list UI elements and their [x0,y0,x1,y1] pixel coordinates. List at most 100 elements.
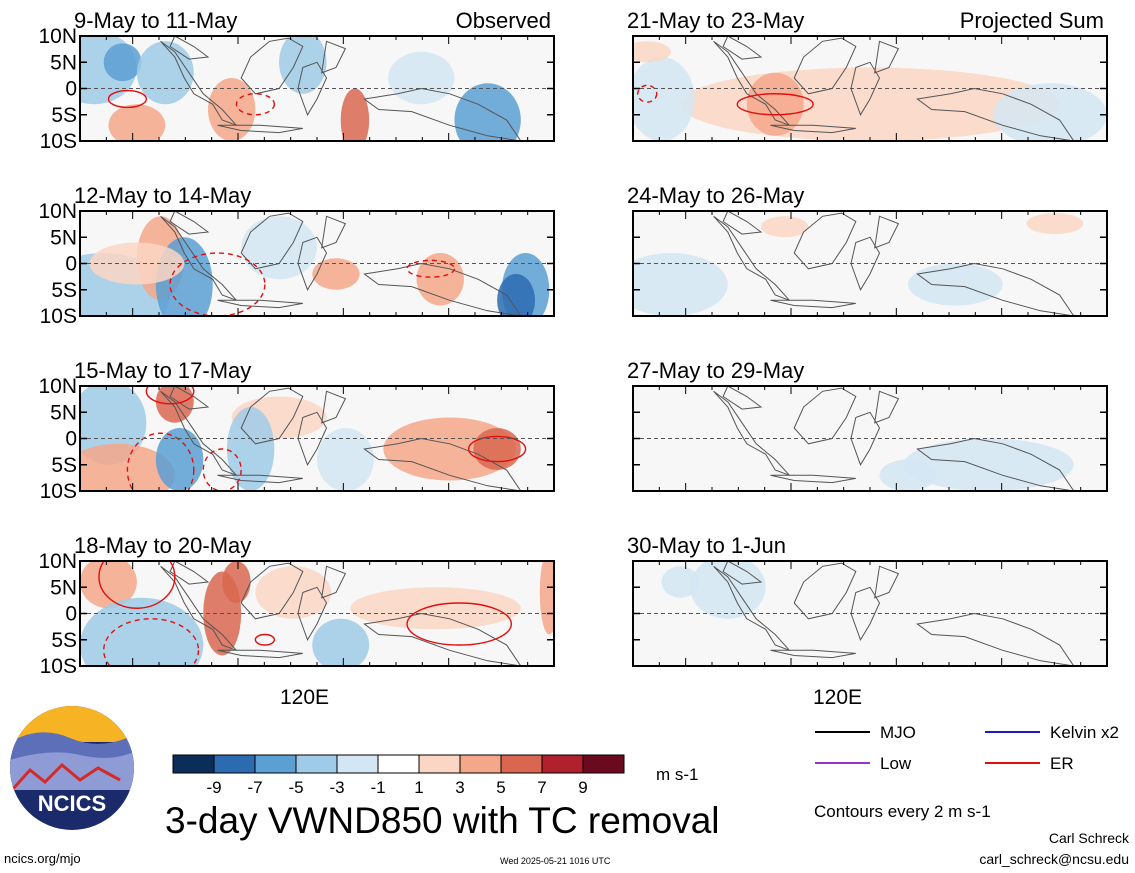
coastline [363,87,522,141]
anomaly-region [633,253,728,316]
panel-1-2: 27-May to 29-May [627,358,1108,492]
y-tick-label: 5S [51,279,77,302]
anomaly-region [155,428,204,491]
er-contour [103,618,200,666]
anomaly-region [241,216,317,280]
colorbar-swatch [172,754,215,774]
colorbar-tick-label: -3 [329,778,344,797]
contour-note: Contours every 2 m s-1 [814,802,991,821]
colorbar-tick-label: 3 [455,778,464,797]
coastline [321,215,347,249]
colorbar-swatch [418,754,461,774]
panel-field [80,36,522,141]
er-contour [107,89,148,109]
y-tick-label: 5S [51,454,77,477]
ncics-logo: NCICS [10,706,134,830]
coastline [217,124,303,134]
coastline [713,40,790,126]
column-header: Projected Sum [960,8,1104,33]
y-tick-label: 10N [38,550,77,573]
er-contour [406,259,456,278]
anomaly-region [226,407,275,491]
y-tick-label: 10S [40,480,77,503]
legend-label: ER [1050,754,1074,773]
coastline [916,262,1075,316]
coastline [217,649,303,659]
coastline [160,40,237,126]
y-tick-label: 5S [51,104,77,127]
anomaly-region [1026,213,1084,235]
coastline [722,36,763,60]
logo-text: NCICS [38,791,106,816]
coastline [874,390,900,424]
y-tick-label: 10S [40,655,77,678]
anomaly-region [222,561,251,603]
panel-field [80,386,527,491]
er-contour [637,84,658,103]
panel-1-0: 21-May to 23-May Projected Sum [627,8,1108,142]
coastline [916,437,1075,491]
coastline [770,649,856,659]
er-contour [235,93,276,116]
coastline [722,561,763,585]
y-tick-label: 5N [50,576,77,599]
y-tick-label: 0 [65,78,77,101]
coastline [874,215,900,249]
coastline [770,124,856,134]
anomaly-region [388,51,455,105]
coastline [874,40,900,74]
panel-title: 24-May to 26-May [627,183,804,208]
colorbar-swatch [500,754,543,774]
colorbar-tick-label: 1 [414,778,423,797]
colorbar-tick-label: 7 [537,778,546,797]
coastline [240,562,304,620]
footer-timestamp: Wed 2025-05-21 1016 UTC [500,856,611,866]
footer-author: Carl Schreck [1048,830,1129,846]
y-tick-label: 0 [65,253,77,276]
coastline [363,612,522,666]
anomaly-region [539,561,554,635]
coastline [793,387,857,445]
logo-line [10,762,121,792]
anomaly-region [136,41,194,105]
anomaly-region [108,104,166,141]
coastline [321,565,347,599]
coastline [770,474,856,484]
anomaly-region [760,216,809,238]
panel-1-3: 30-May to 1-Jun [627,533,1108,667]
anomaly-region [879,459,937,491]
x-axis-label: 120E [813,686,862,709]
anomaly-region [103,43,142,82]
coastline [713,215,790,301]
coastline [713,565,790,651]
coastline [363,437,522,491]
er-contour [406,602,513,646]
er-contour [145,386,195,405]
anomaly-region [661,566,700,598]
coastline [916,87,1075,141]
footer-url: ncics.org/mjo [4,851,81,866]
coastline [240,37,304,95]
y-tick-label: 5N [50,401,77,424]
panel-title: 15-May to 17-May [74,358,251,383]
coastline [240,212,304,270]
anomaly-region [80,561,137,609]
panel-title: 12-May to 14-May [74,183,251,208]
coastline [160,390,237,476]
er-contour [254,633,276,646]
colorbar-swatch [541,754,584,774]
colorbar-swatch [377,754,420,774]
y-tick-label: 0 [65,428,77,451]
coastline [169,211,210,235]
chart-title: 3-day VWND850 with TC removal [165,800,720,841]
y-tick-label: 5N [50,226,77,249]
coastline [169,561,210,585]
colorbar-swatch [213,754,256,774]
coastline [160,215,237,301]
anomaly-region [317,428,374,491]
anomaly-region [907,263,1003,306]
panel-field [633,36,1107,141]
